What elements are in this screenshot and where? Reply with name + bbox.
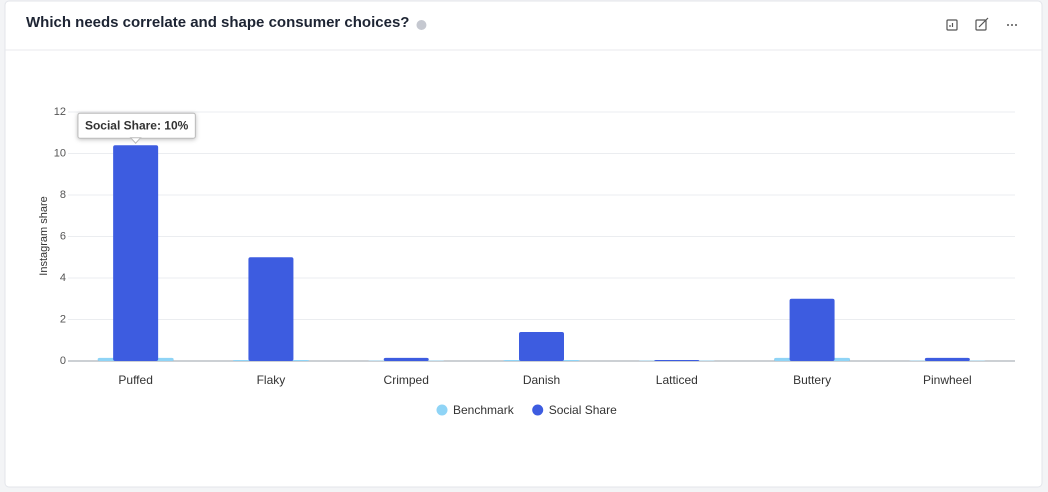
bar bbox=[248, 257, 294, 361]
more-icon[interactable] bbox=[1007, 24, 1017, 26]
legend-label: Social Share bbox=[549, 403, 617, 417]
y-tick-label: 8 bbox=[60, 189, 66, 201]
x-tick-label: Pinwheel bbox=[923, 373, 972, 387]
y-tick-label: 12 bbox=[54, 106, 66, 118]
chart-title: Which needs correlate and shape consumer… bbox=[26, 14, 409, 31]
legend-label: Benchmark bbox=[453, 403, 515, 417]
tooltip-text: Social Share: 10% bbox=[85, 118, 189, 132]
bar bbox=[789, 298, 835, 361]
x-tick-label: Puffed bbox=[118, 373, 152, 387]
x-tick-label: Danish bbox=[523, 373, 560, 387]
x-tick-label: Latticed bbox=[656, 373, 698, 387]
bar bbox=[519, 331, 564, 361]
bar bbox=[924, 357, 970, 361]
legend-marker bbox=[532, 404, 544, 416]
chart-icon[interactable] bbox=[946, 19, 958, 31]
x-tick-label: Flaky bbox=[257, 373, 286, 387]
bar bbox=[383, 357, 429, 361]
y-tick-label: 10 bbox=[54, 147, 66, 159]
legend-marker bbox=[436, 404, 448, 416]
x-tick-label: Crimped bbox=[384, 373, 429, 387]
y-axis-label: Instagram share bbox=[38, 196, 50, 275]
y-tick-label: 0 bbox=[60, 355, 66, 367]
bar bbox=[113, 145, 159, 361]
info-icon[interactable] bbox=[416, 20, 427, 30]
y-tick-label: 4 bbox=[60, 272, 66, 284]
edit-icon[interactable] bbox=[975, 17, 989, 31]
y-tick-label: 2 bbox=[60, 313, 66, 325]
y-tick-label: 6 bbox=[60, 230, 66, 242]
bar bbox=[654, 359, 700, 361]
tooltip-pointer bbox=[129, 137, 142, 144]
card bbox=[4, 0, 1043, 488]
x-tick-label: Buttery bbox=[793, 373, 831, 387]
